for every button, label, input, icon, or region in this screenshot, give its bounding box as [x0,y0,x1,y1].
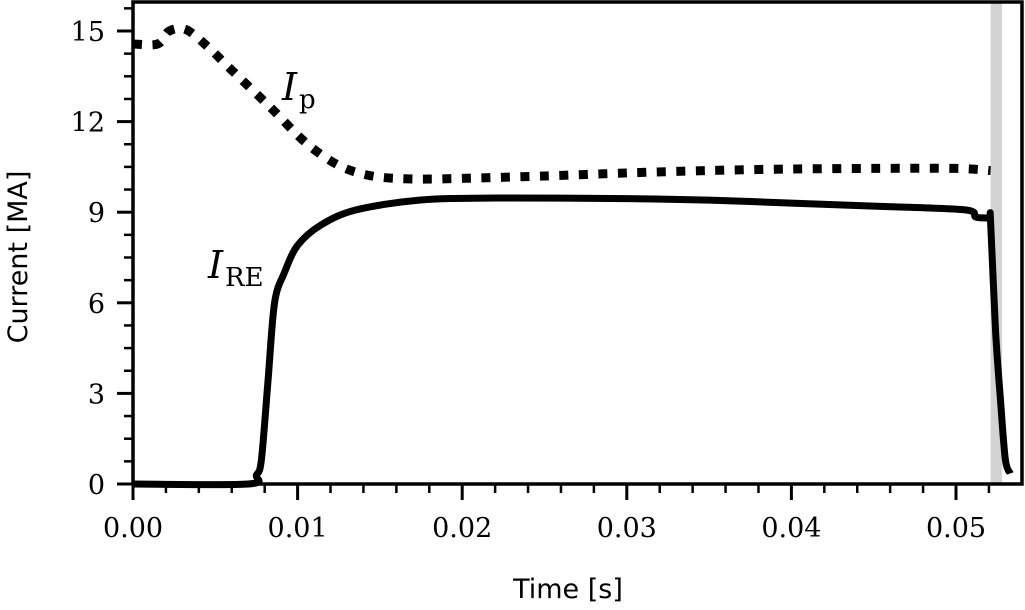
y-tick-label: 3 [88,379,105,410]
ip-symbol: I [281,65,298,109]
y-tick-label: 15 [71,17,105,48]
series-layer [132,23,1014,489]
axes [131,0,1024,486]
x-tick-label: 0.02 [432,513,492,544]
x-axis-label: Time [s] [512,574,623,605]
svg-text:IRE: IRE [207,243,264,293]
plot-frame [131,0,1024,486]
annotation-ip: Ip [281,65,316,115]
y-tick-label: 0 [88,470,105,501]
y-axis-label: Current [MA] [3,171,34,344]
annotation-ire: IRE [207,243,264,293]
ire-symbol: I [207,243,224,287]
y-tick-label: 12 [71,108,105,139]
y-tick-label: 9 [88,198,105,229]
y-tick-label: 6 [88,289,105,320]
x-tick-label: 0.00 [103,513,163,544]
x-tick-label: 0.01 [268,513,328,544]
ire-subscript: RE [225,263,264,293]
svg-text:Ip: Ip [281,65,316,115]
disruption-shaded-region [990,2,1003,484]
ip-subscript: p [299,85,316,115]
shaded-band [990,2,1003,484]
x-tick-label: 0.04 [761,513,821,544]
series-i-p [132,23,991,184]
x-tick-label: 0.05 [926,513,986,544]
series-i-re [132,194,1014,489]
x-tick-label: 0.03 [597,513,657,544]
ticks: 0.00 0.01 0.02 0.03 0.04 0.05 0 3 6 9 12 15 [71,7,991,544]
